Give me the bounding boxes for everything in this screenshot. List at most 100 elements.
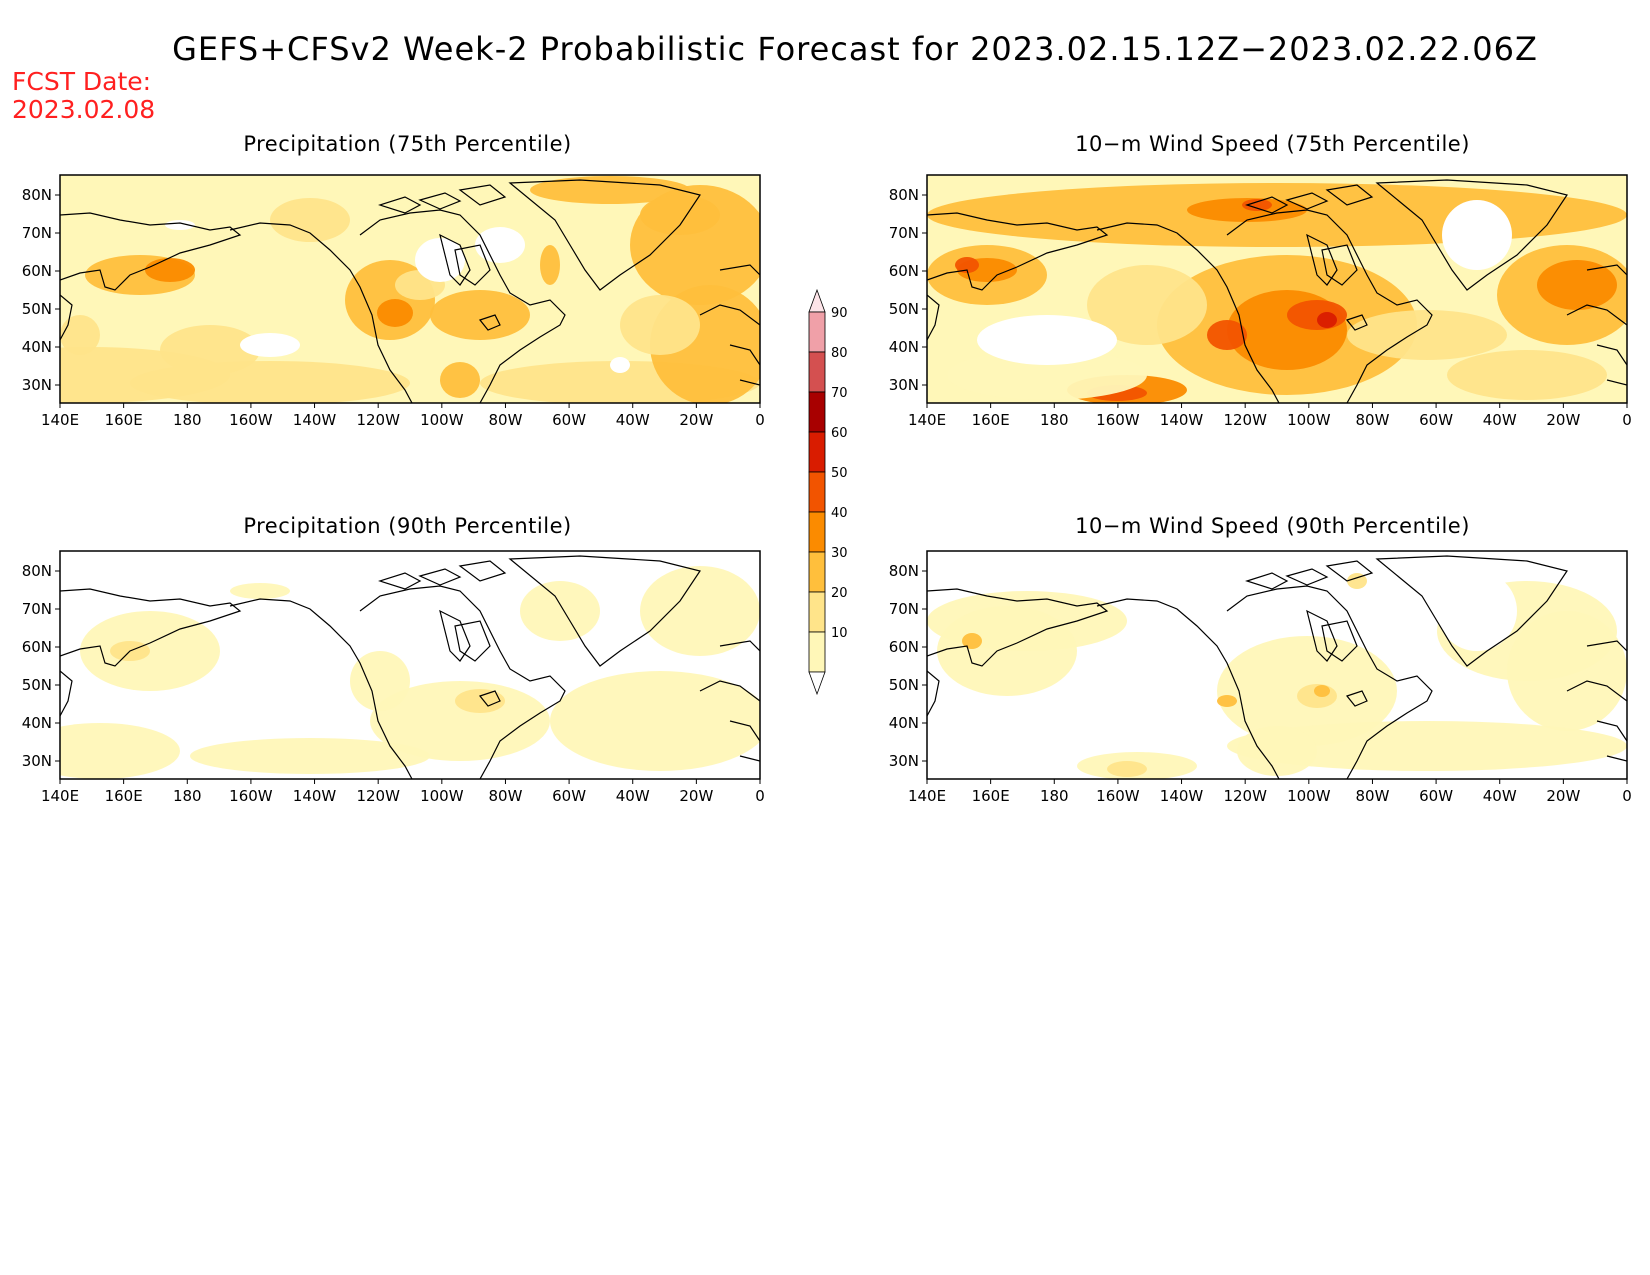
lon-label: 0 xyxy=(1622,787,1632,805)
lon-label: 160E xyxy=(972,411,1010,429)
coastline xyxy=(1226,209,1433,403)
shaded-region xyxy=(1507,611,1627,731)
shaded-region xyxy=(350,651,410,711)
lon-label: 60W xyxy=(1419,411,1453,429)
panel-title-wind75: 10−m Wind Speed (75th Percentile) xyxy=(1075,132,1470,156)
lat-label: 70N xyxy=(889,224,919,242)
coastline xyxy=(378,572,422,590)
shaded-region xyxy=(640,195,720,235)
unshaded-region xyxy=(240,333,300,357)
shaded-region xyxy=(1242,199,1272,211)
coastline xyxy=(1096,598,1280,779)
colorbar-swatch xyxy=(808,471,826,513)
coastline xyxy=(454,620,491,662)
coastline xyxy=(729,720,760,742)
lon-label: 60W xyxy=(1419,787,1453,805)
colorbar-label: 30 xyxy=(831,546,848,561)
lon-label: 120W xyxy=(1223,787,1267,805)
colorbar: 90 80 70 60 50 40 30 20 10 xyxy=(808,288,848,696)
colorbar-swatch xyxy=(808,311,826,353)
coastline xyxy=(739,379,760,386)
coastline xyxy=(60,588,242,667)
lat-label: 30N xyxy=(22,752,52,770)
coastline xyxy=(378,196,422,214)
colorbar-label: 80 xyxy=(831,346,848,361)
coastline xyxy=(927,670,940,717)
coastline xyxy=(1345,690,1368,707)
shaded-region xyxy=(962,633,982,649)
lon-label: 120W xyxy=(356,787,400,805)
lon-label: 140W xyxy=(1160,787,1204,805)
lon-label: 80W xyxy=(1355,787,1389,805)
lat-label: 80N xyxy=(889,562,919,580)
lon-label: 0 xyxy=(755,787,765,805)
lon-label: 140E xyxy=(908,787,946,805)
shaded-region xyxy=(1314,685,1330,697)
shaded-region xyxy=(145,258,195,282)
lon-label: 20W xyxy=(1546,787,1580,805)
lon-label: 160W xyxy=(229,787,273,805)
shaded-region xyxy=(230,583,290,599)
unshaded-region xyxy=(977,315,1117,365)
shaded-region xyxy=(455,689,505,713)
lon-label: 100W xyxy=(420,787,464,805)
coastline xyxy=(508,179,701,291)
colorbar-over-triangle xyxy=(808,288,826,313)
shaded-region xyxy=(60,723,180,779)
lat-label: 30N xyxy=(22,376,52,394)
coastline xyxy=(1306,609,1338,662)
lon-label: 40W xyxy=(616,787,650,805)
lon-label: 60W xyxy=(552,787,586,805)
shaded-region xyxy=(1237,726,1317,776)
lat-label: 40N xyxy=(889,714,919,732)
coastline xyxy=(1606,755,1627,762)
unshaded-region xyxy=(1437,571,1517,651)
shaded-region xyxy=(520,581,600,641)
panel-title-wind90: 10−m Wind Speed (90th Percentile) xyxy=(1075,514,1470,538)
coastline xyxy=(508,555,701,667)
coastline xyxy=(1596,720,1627,742)
lat-label: 60N xyxy=(22,638,52,656)
map-panel-wind90: 80N 70N 60N 50N 40N 30N 140E 160E 180 160W 140W 120… xyxy=(889,550,1632,805)
lon-label: 180 xyxy=(173,787,202,805)
shaded-region xyxy=(1287,300,1347,330)
map-frame xyxy=(926,174,1628,404)
colorbar-label: 40 xyxy=(831,506,848,521)
shaded-region xyxy=(620,295,700,355)
colorbar-swatch xyxy=(808,431,826,473)
lat-label: 80N xyxy=(22,186,52,204)
lon-label: 160W xyxy=(1096,787,1140,805)
coastline xyxy=(359,585,566,779)
shaded-region xyxy=(1347,310,1507,360)
coastline xyxy=(927,588,1109,667)
lat-label: 50N xyxy=(889,300,919,318)
shaded-region xyxy=(1317,312,1337,328)
colorbar-swatch xyxy=(808,511,826,553)
shaded-region xyxy=(1227,721,1627,771)
coastline xyxy=(439,233,471,286)
lon-label: 40W xyxy=(1483,411,1517,429)
lon-label: 160E xyxy=(105,411,143,429)
coastline xyxy=(1285,192,1329,210)
lat-label: 50N xyxy=(22,676,52,694)
unshaded-region xyxy=(165,220,195,230)
panel-title-precip90: Precipitation (90th Percentile) xyxy=(243,514,572,538)
coastline xyxy=(1596,344,1627,366)
lon-label: 40W xyxy=(616,411,650,429)
coastline xyxy=(1096,222,1280,403)
coastline xyxy=(458,184,507,206)
shaded-region xyxy=(540,245,560,285)
lat-label: 30N xyxy=(889,376,919,394)
lon-label: 120W xyxy=(1223,411,1267,429)
coastline xyxy=(927,294,940,341)
colorbar-label: 10 xyxy=(831,626,848,641)
shaded-region xyxy=(1537,260,1617,310)
shaded-region xyxy=(550,671,760,771)
lat-label: 70N xyxy=(889,600,919,618)
map-frame xyxy=(926,550,1628,780)
shaded-region xyxy=(190,738,430,774)
lon-label: 140E xyxy=(41,411,79,429)
colorbar-swatch xyxy=(808,351,826,393)
map-frame xyxy=(59,174,761,404)
lon-label: 120W xyxy=(356,411,400,429)
